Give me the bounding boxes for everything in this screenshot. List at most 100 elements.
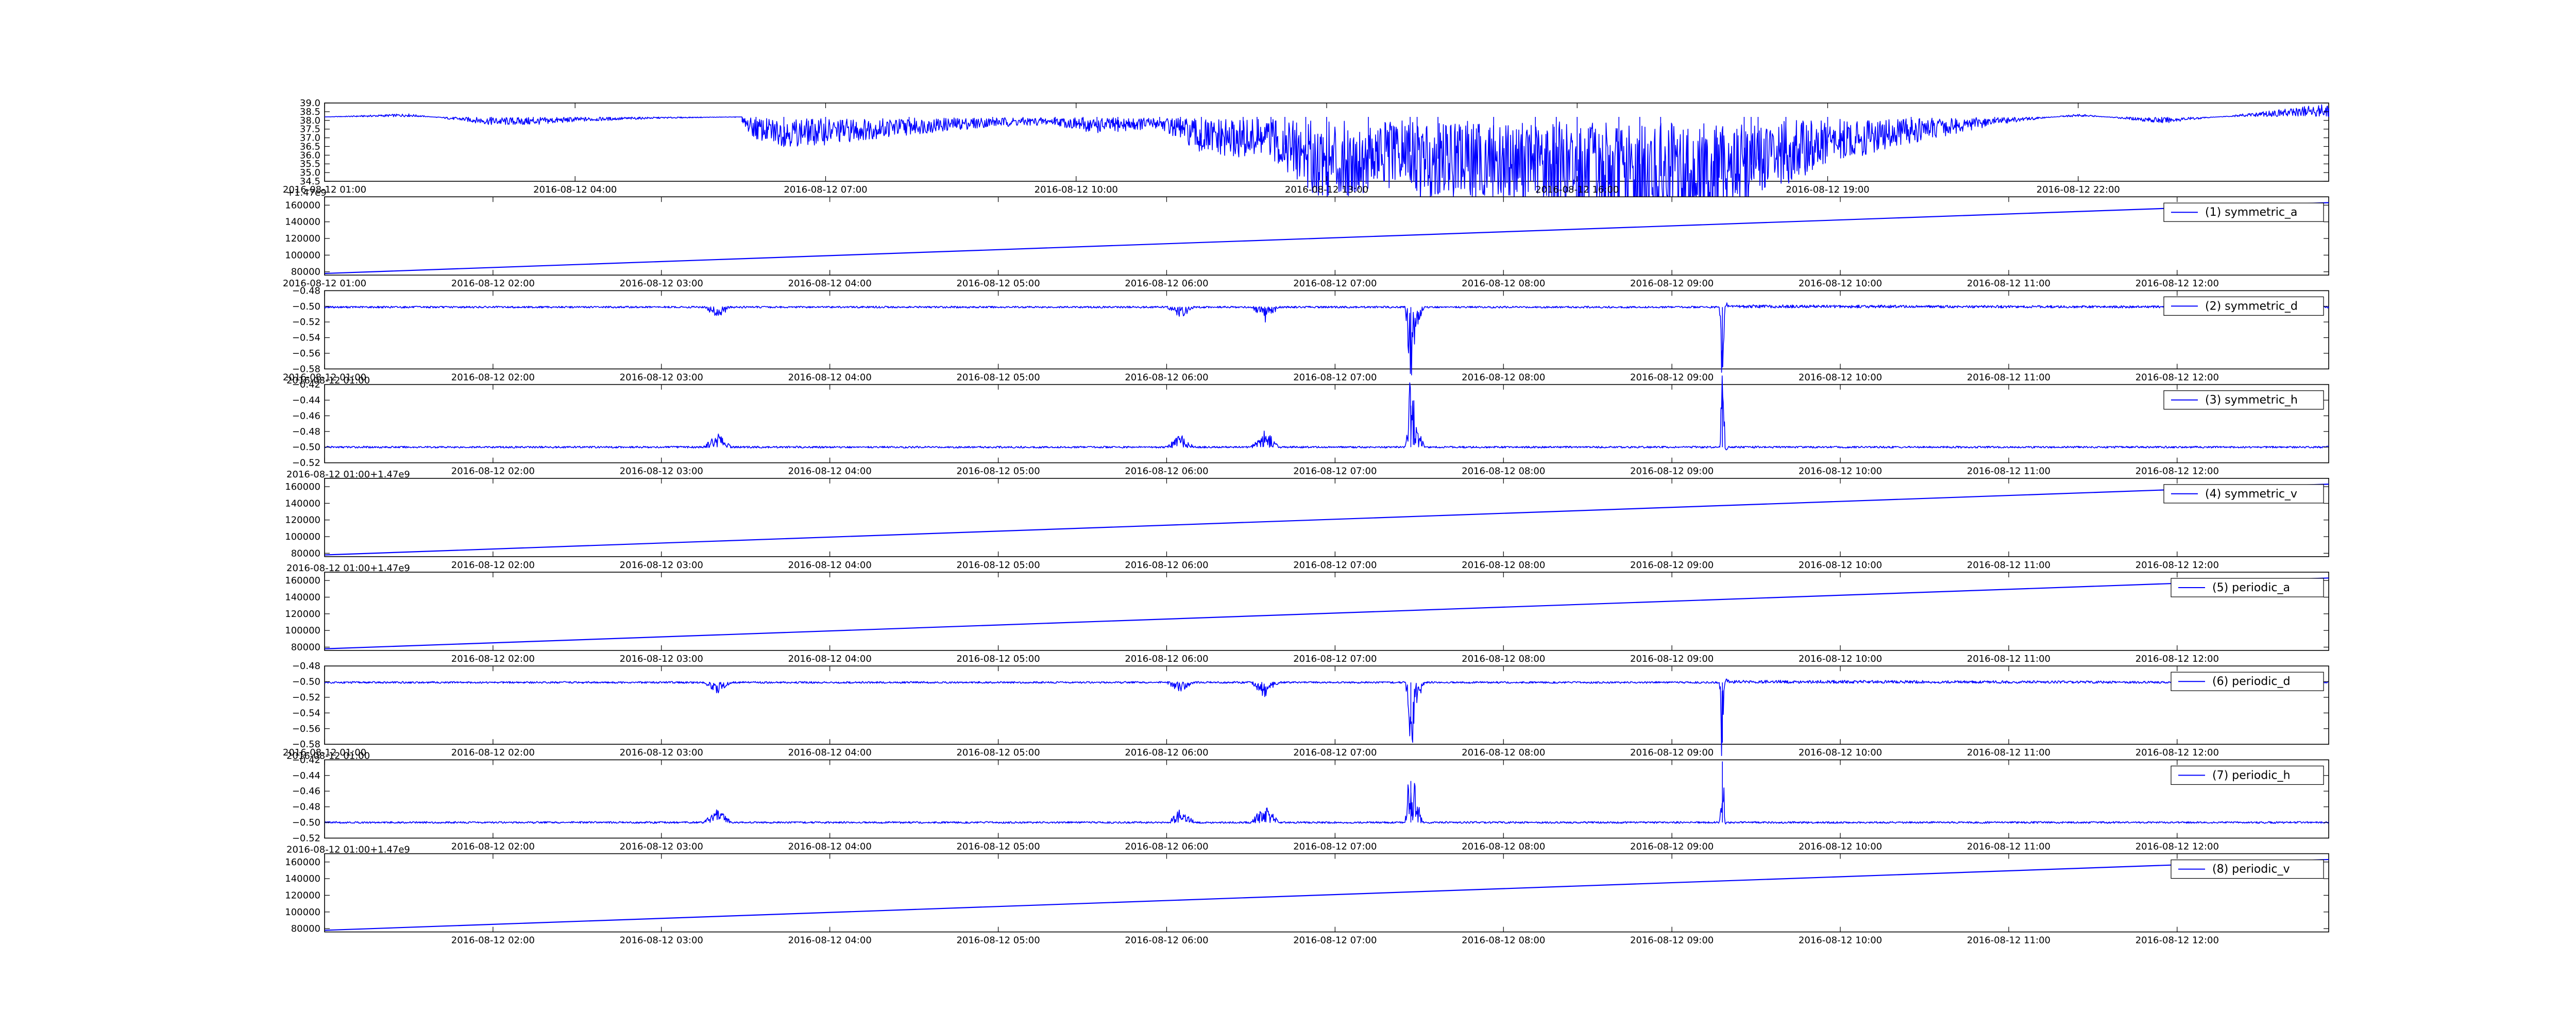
y-tick-label: 120000	[285, 233, 320, 244]
x-tick-label: 2016-08-12 12:00	[2136, 841, 2219, 852]
x-tick-label: 2016-08-12 05:00	[956, 278, 1040, 289]
x-tick-label: 2016-08-12 06:00	[1125, 466, 1208, 477]
x-tick-label: 2016-08-12 08:00	[1462, 560, 1545, 571]
series-line	[324, 859, 2329, 931]
y-tick-label: 140000	[285, 217, 320, 228]
subplot-4: −0.52−0.50−0.48−0.46−0.44−0.422016-08-12…	[286, 375, 2329, 477]
x-tick-label: 2016-08-12 03:00	[620, 372, 703, 383]
x-tick-label: 2016-08-12 03:00	[620, 747, 703, 758]
y-tick-label: 160000	[285, 575, 320, 586]
x-tick-label: 2016-08-12 10:00	[1799, 841, 1882, 852]
x-tick-label: 2016-08-12 12:00	[2136, 935, 2219, 946]
y-tick-label: −0.46	[292, 786, 320, 797]
y-tick-label: 80000	[291, 923, 320, 934]
x-tick-label: 2016-08-12 08:00	[1462, 372, 1545, 383]
x-tick-label: 2016-08-12 08:00	[1462, 654, 1545, 664]
y-tick-label: 38.0	[300, 115, 320, 126]
y-tick-label: −0.56	[292, 724, 320, 734]
x-tick-label: 2016-08-12 05:00	[956, 466, 1040, 477]
y-tick-label: 100000	[285, 625, 320, 636]
x-tick-label: 2016-08-12 05:00	[956, 841, 1040, 852]
x-tick-label: 2016-08-12 03:00	[620, 841, 703, 852]
y-tick-label: 160000	[285, 200, 320, 211]
x-tick-label: 2016-08-12 02:00	[451, 935, 535, 946]
axis-offset-label: 2016-08-12 01:00	[286, 375, 370, 386]
x-tick-label: 2016-08-12 09:00	[1630, 278, 1714, 289]
y-tick-label: 37.0	[300, 133, 320, 144]
y-tick-label: −0.44	[292, 395, 320, 406]
x-tick-label: 2016-08-12 12:00	[2136, 747, 2219, 758]
x-tick-label: 2016-08-12 10:00	[1799, 747, 1882, 758]
x-tick-label: 2016-08-12 07:00	[1293, 560, 1377, 571]
y-tick-label: −0.52	[292, 458, 320, 469]
y-tick-label: 36.0	[300, 150, 320, 161]
y-tick-label: 140000	[285, 873, 320, 884]
y-tick-label: 100000	[285, 531, 320, 542]
x-tick-label: 2016-08-12 12:00	[2136, 466, 2219, 477]
x-tick-label: 2016-08-12 09:00	[1630, 935, 1714, 946]
legend-label: (4) symmetric_v	[2205, 488, 2297, 501]
y-tick-label: 100000	[285, 907, 320, 918]
legend-label: (8) periodic_v	[2212, 863, 2290, 876]
x-tick-label: 2016-08-12 02:00	[451, 372, 535, 383]
x-tick-label: 2016-08-12 08:00	[1462, 935, 1545, 946]
series-line	[324, 202, 2329, 274]
x-tick-label: 2016-08-12 07:00	[1293, 372, 1377, 383]
x-tick-label: 2016-08-12 08:00	[1462, 841, 1545, 852]
x-tick-label: 2016-08-12 10:00	[1799, 278, 1882, 289]
x-tick-label: 2016-08-12 11:00	[1967, 747, 2050, 758]
x-tick-label: 2016-08-12 12:00	[2136, 654, 2219, 664]
subplot-6: 800001000001200001400001600002016-08-12 …	[285, 563, 2329, 664]
subplot-2: 80000 100000 120000 140000 160000 2016-08-12 …	[283, 187, 2329, 289]
x-tick-label: 2016-08-12 05:00	[956, 654, 1040, 664]
x-tick-label: 2016-08-12 04:00	[788, 935, 872, 946]
x-tick-label: 2016-08-12 09:00	[1630, 372, 1714, 383]
x-tick-label: 2016-08-12 02:00	[451, 841, 535, 852]
y-tick-label: −0.58	[292, 364, 320, 374]
x-tick-label: 2016-08-12 03:00	[620, 654, 703, 664]
x-tick-label: 2016-08-12 07:00	[784, 184, 867, 195]
series-line	[324, 761, 2329, 825]
y-tick-label: −0.44	[292, 770, 320, 781]
y-tick-label: −0.54	[292, 333, 320, 344]
x-tick-label: 2016-08-12 10:00	[1799, 935, 1882, 946]
legend-label: (1) symmetric_a	[2205, 206, 2297, 219]
y-tick-label: 120000	[285, 890, 320, 901]
x-tick-label: 2016-08-12 09:00	[1630, 654, 1714, 664]
x-tick-label: 2016-08-12 11:00	[1967, 466, 2050, 477]
x-tick-label: 2016-08-12 10:00	[1035, 184, 1118, 195]
x-tick-label: 2016-08-12 11:00	[1967, 935, 2050, 946]
x-tick-label: 2016-08-12 11:00	[1967, 278, 2050, 289]
x-tick-label: 2016-08-12 05:00	[956, 747, 1040, 758]
y-tick-label: −0.48	[292, 426, 320, 437]
x-tick-label: 2016-08-12 12:00	[2136, 278, 2219, 289]
y-tick-label: −0.48	[292, 661, 320, 672]
y-tick-label: −0.56	[292, 348, 320, 359]
y-tick-label: 160000	[285, 857, 320, 868]
subplot-5: 80000 100000 120000 140000 160000 2016-08-12 …	[285, 469, 2329, 571]
axis-offset-label: 2016-08-12 01:00	[286, 750, 370, 761]
legend-label: (7) periodic_h	[2212, 769, 2290, 782]
x-tick-label: 2016-08-12 05:00	[956, 560, 1040, 571]
x-tick-label: 2016-08-12 05:00	[956, 935, 1040, 946]
y-tick-label: 100000	[285, 250, 320, 261]
x-tick-label: 2016-08-12 03:00	[620, 466, 703, 477]
x-tick-label: 2016-08-12 12:00	[2136, 560, 2219, 571]
x-tick-label: 2016-08-12 11:00	[1967, 560, 2050, 571]
x-tick-label: 2016-08-12 03:00	[620, 560, 703, 571]
legend-label: (5) periodic_a	[2212, 581, 2290, 594]
y-tick-label: −0.54	[292, 708, 320, 718]
y-tick-label: −0.46	[292, 410, 320, 421]
plot-area-8	[324, 759, 2329, 839]
x-tick-label: 2016-08-12 11:00	[1967, 841, 2050, 852]
x-tick-label: 2016-08-12 09:00	[1630, 841, 1714, 852]
y-tick-label: −0.52	[292, 317, 320, 328]
subplot-1: 34.535.035.536.036.537.037.538.038.539.0…	[283, 98, 2329, 230]
x-tick-label: 2016-08-12 04:00	[533, 184, 617, 195]
y-tick-label: −0.50	[292, 301, 320, 312]
x-tick-label: 2016-08-12 10:00	[1799, 372, 1882, 383]
x-tick-label: 2016-08-12 12:00	[2136, 372, 2219, 383]
y-tick-label: 120000	[285, 515, 320, 526]
x-tick-label: 2016-08-12 10:00	[1799, 560, 1882, 571]
